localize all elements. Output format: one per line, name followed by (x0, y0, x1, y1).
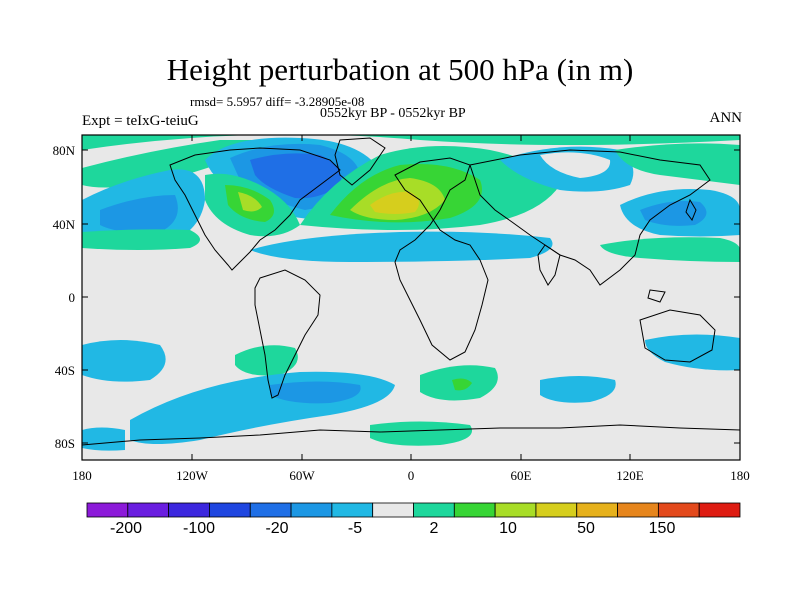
colorbar-swatch (209, 502, 251, 518)
lon-label-120e: 120E (616, 468, 644, 483)
colorbar-swatch (657, 502, 700, 518)
lon-label-60w: 60W (289, 468, 315, 483)
colorbar-label: -200 (110, 520, 142, 537)
colorbar-swatch (698, 502, 741, 518)
lat-labels: 80N 40N 0 40S 80S (53, 143, 76, 451)
colorbar-label: -5 (348, 520, 362, 537)
season-label: ANN (709, 110, 743, 126)
colorbar-swatch (127, 502, 170, 518)
colorbar-label: -100 (183, 520, 215, 537)
lon-label-60e: 60E (511, 468, 532, 483)
colorbar-labels: -200 -100 -20 -5 2 10 50 150 (110, 520, 675, 537)
rmsd-subtitle: rmsd= 5.5957 diff= -3.28905e-08 (190, 94, 365, 109)
plot-title: Height perturbation at 500 hPa (in m) (166, 52, 634, 87)
colorbar-label: 2 (430, 520, 439, 537)
colorbar-swatch (576, 502, 618, 518)
axis-ticks (82, 135, 740, 460)
experiment-label: Expt = teIxG-teiuG (82, 113, 199, 129)
lat-label-40s: 40S (55, 363, 75, 378)
lon-labels: 180 120W 60W 0 60E 120E 180 (72, 468, 750, 483)
lon-label-0: 0 (408, 468, 415, 483)
colorbar-swatch (86, 502, 129, 518)
colorbar-swatch (494, 502, 537, 518)
lon-label-180w: 180 (72, 468, 92, 483)
lon-label-180e: 180 (730, 468, 750, 483)
colorbar-label: 10 (499, 520, 517, 537)
lat-label-40n: 40N (53, 217, 76, 232)
colorbar-swatch (535, 502, 578, 518)
colorbar-label: 150 (649, 520, 676, 537)
lat-label-0: 0 (69, 290, 76, 305)
colorbar-swatch (372, 502, 414, 518)
lat-label-80n: 80N (53, 143, 76, 158)
colorbar-label: 50 (577, 520, 595, 537)
colorbar-label: -20 (265, 520, 288, 537)
colorbar-swatch (617, 502, 659, 518)
lat-label-80s: 80S (55, 436, 75, 451)
colorbar-swatch (413, 502, 455, 518)
colorbar-swatch (168, 502, 210, 518)
colorbar-swatch (453, 502, 496, 518)
colorbar (86, 502, 741, 518)
colorbar-swatch (331, 502, 374, 518)
colorbar-swatch (249, 502, 292, 518)
lon-label-120w: 120W (176, 468, 209, 483)
colorbar-swatch (290, 502, 333, 518)
coastlines (82, 137, 740, 446)
period-label: 0552kyr BP - 0552kyr BP (320, 106, 466, 121)
